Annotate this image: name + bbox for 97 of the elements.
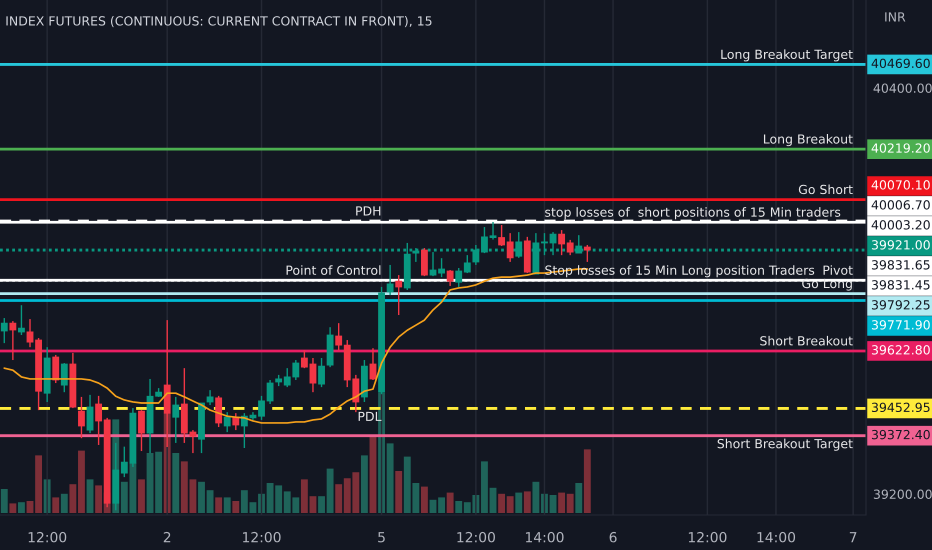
candlestick	[0, 317, 8, 344]
bar	[370, 436, 376, 513]
bar	[524, 491, 531, 513]
annotation: PDH	[356, 206, 380, 216]
x-tick-label: 7	[850, 532, 856, 542]
candlestick	[446, 269, 454, 287]
ref-line-label: 39452.95	[872, 402, 930, 412]
bar	[446, 492, 454, 513]
bar	[292, 497, 300, 513]
bar	[455, 501, 462, 513]
bar	[464, 502, 471, 513]
candlestick	[395, 274, 402, 316]
candlestick	[464, 254, 471, 274]
ref-line-label: 39831.45	[872, 280, 930, 290]
x-tick-label: 2	[164, 532, 170, 542]
candlestick	[584, 244, 591, 263]
candlestick	[292, 359, 300, 381]
bar	[566, 494, 574, 513]
x-tick-label: 12:00	[243, 532, 281, 542]
bar	[352, 472, 360, 513]
candlestick	[275, 374, 282, 387]
y-tick-label: 39200.00	[874, 489, 932, 499]
annotation: Go Short	[798, 184, 853, 194]
candlestick	[566, 239, 574, 256]
annotation: Short Breakout Target	[718, 438, 853, 451]
ref-line-label: 40070.10	[872, 180, 930, 190]
bar	[404, 456, 411, 513]
annotation: stop losses of short positions of 15 Min traders	[545, 207, 840, 220]
annotation: Short Breakout	[760, 336, 853, 346]
ref-line-label: 39921.00	[872, 240, 930, 250]
x-tick-label: 5	[378, 532, 385, 542]
x-tick-label: 12:00	[28, 532, 66, 542]
bar	[18, 502, 25, 513]
candlestick	[455, 267, 462, 288]
x-tick-label: 6	[610, 532, 617, 542]
bar	[575, 483, 582, 513]
text: INR	[885, 12, 906, 22]
bar	[335, 484, 342, 513]
candlestick	[95, 395, 102, 446]
candlestick	[318, 357, 325, 388]
candlestick	[370, 347, 376, 381]
ref-line-label: 39622.80	[872, 345, 930, 355]
bar	[0, 489, 8, 513]
candlestick	[335, 322, 342, 351]
x-tick-label: 14:00	[526, 532, 564, 542]
ref-line-label: 39372.40	[872, 430, 930, 440]
candlestick	[498, 224, 506, 247]
bar	[344, 478, 351, 513]
ref-line-label: 40003.20	[872, 220, 930, 230]
candlestick	[224, 411, 231, 433]
candlestick	[9, 320, 16, 361]
text: INDEX FUTURES (CONTINUOUS: CURRENT CONTRACT IN FRONT), 15	[6, 16, 432, 28]
bar	[52, 497, 60, 513]
candlestick	[172, 396, 180, 444]
candlestick	[232, 412, 240, 431]
bar	[138, 479, 145, 513]
candlestick	[78, 396, 85, 439]
candlestick	[506, 232, 514, 263]
candlestick	[120, 446, 128, 478]
bar	[172, 453, 180, 513]
bar	[232, 501, 240, 513]
ref-line-label: 40006.70	[872, 200, 930, 210]
candlestick	[206, 389, 214, 406]
bar	[224, 497, 231, 513]
bar	[584, 449, 591, 513]
candlestick	[138, 409, 145, 452]
x-tick-label: 12:00	[688, 532, 726, 542]
y-tick-label: 40400.00	[874, 83, 932, 93]
bar	[515, 492, 522, 513]
x-tick-label: 12:00	[457, 532, 495, 542]
ref-line-label: 39831.65	[872, 260, 930, 270]
annotation: Long Breakout	[764, 134, 853, 146]
bar	[420, 486, 428, 513]
annotation: PDL	[358, 412, 382, 421]
candlestick	[558, 229, 566, 256]
annotation: Pivot	[824, 265, 853, 275]
annotation: Long Breakout Target	[721, 49, 853, 62]
bar	[412, 483, 420, 513]
bar	[558, 492, 566, 513]
candlestick	[386, 264, 394, 296]
bar	[395, 471, 402, 513]
ref-line-label: 40219.20	[872, 143, 930, 153]
annotation: Point of Control	[286, 265, 380, 275]
x-tick-label: 14:00	[757, 532, 796, 542]
ref-line-label: 39771.90	[872, 320, 930, 330]
ref-line-label: 39792.25	[872, 300, 930, 310]
ref-line-label: 40469.60	[872, 58, 930, 68]
bar	[360, 455, 368, 513]
candlestick	[284, 367, 291, 388]
bar	[9, 503, 16, 513]
candlestick	[18, 304, 25, 336]
bar	[86, 479, 94, 513]
bar	[215, 497, 222, 513]
bar	[60, 494, 68, 513]
annotation: Go Long	[802, 278, 852, 291]
bar	[284, 491, 291, 513]
candlestick	[86, 394, 94, 434]
